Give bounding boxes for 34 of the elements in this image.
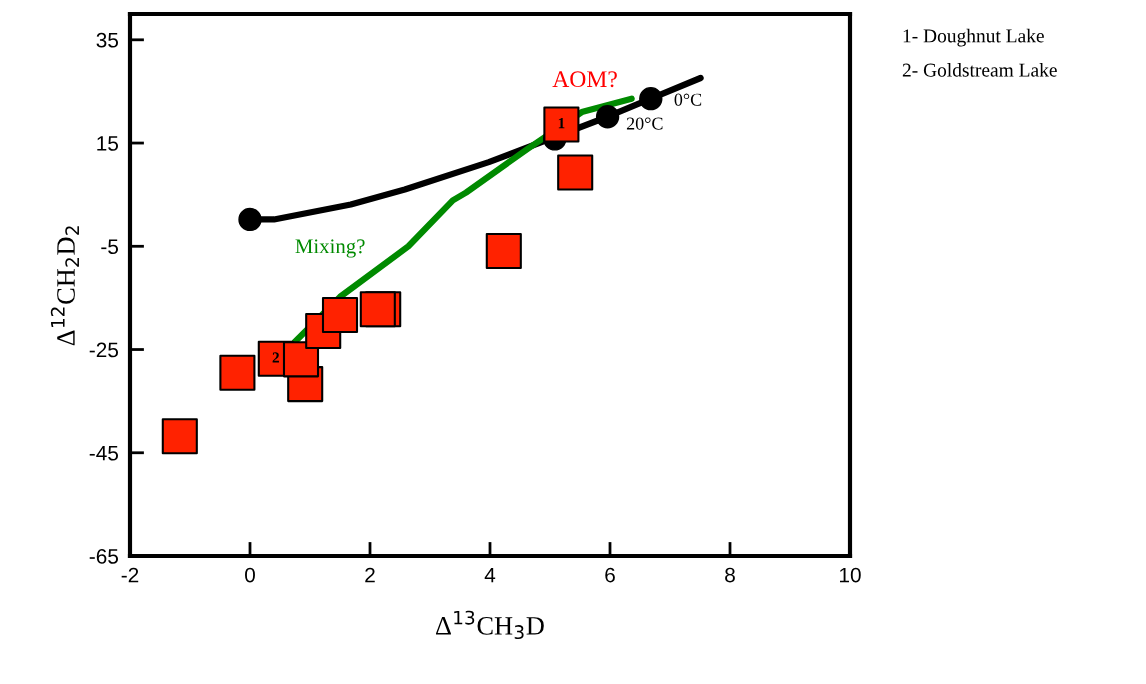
point [282,341,320,378]
point [359,291,396,328]
y-tick-label: 15 [97,136,119,151]
point [219,354,256,391]
y-axis-title: Δ$^{12}$CH$_{2}$D$_{2}$ [50,226,79,346]
y-tick-label: -5 [101,239,119,255]
x-tick-label: -2 [121,567,139,583]
x-tick-label: 4 [484,567,496,583]
x-tick-label: 2 [365,567,375,583]
x-tick-label: 0 [245,567,255,583]
x-tick-label: 6 [605,567,615,583]
annotation: AOM? [552,71,617,88]
point [485,232,522,269]
x-tick-label: 8 [725,567,735,583]
y-tick-label: -25 [89,342,119,358]
point [161,418,198,455]
annotation: Mixing? [295,239,365,258]
x-axis-title: Δ$^{13}$CH$_{3}$D [435,610,544,640]
annotation: 1 [558,118,565,129]
point [639,86,663,111]
point [238,207,262,232]
x-tick-label: 10 [840,567,861,583]
point [543,106,580,143]
y-tick-label: -65 [89,549,119,564]
point [557,154,594,191]
annotation: 2 [272,352,279,363]
annotation: 0°C [674,93,702,106]
point [321,296,359,333]
point [595,105,620,129]
y-tick-label: 35 [96,32,119,48]
text: 2- Goldstream Lake [902,63,1057,77]
text: 1- Doughnut Lake [903,28,1044,47]
annotation: 20°C [626,117,663,130]
y-tick-label: -45 [89,445,119,461]
